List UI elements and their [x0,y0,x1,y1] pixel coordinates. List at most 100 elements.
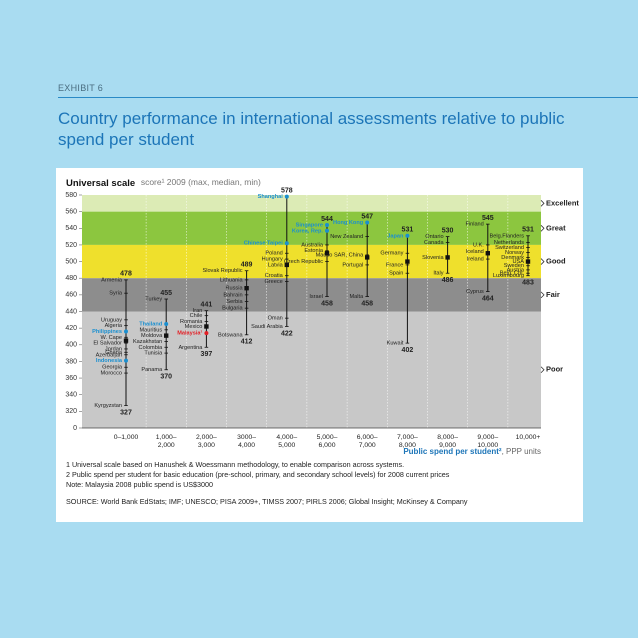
min-label: 422 [281,330,293,337]
y-tick-label: 480 [65,275,77,282]
country-label: Slovenia [422,255,444,261]
y-tick-label: 380 [65,358,77,365]
country-point [405,233,410,238]
x-tick-label: 9,000 [439,442,456,449]
x-tick-label: 7,000– [397,434,418,441]
x-axis-unit: , PPP units [502,447,541,456]
y-tick-label: 500 [65,258,77,265]
country-label: Syria [109,291,123,297]
x-tick-label: 6,000– [357,434,378,441]
x-tick-label: 10,000+ [516,434,541,441]
country-label: Slovak Republic [202,268,242,274]
score-band [82,244,541,279]
y-tick-label: 320 [65,408,77,415]
country-label: Poland [265,251,282,257]
country-point [284,194,289,199]
band-label: Excellent [546,198,579,207]
max-label: 441 [201,302,213,309]
min-label: 483 [522,280,534,287]
country-label: Singapore [296,222,323,228]
country-label: U.K. [473,242,484,248]
country-point [325,228,329,233]
max-label: 489 [241,262,253,269]
x-tick-label: 3000– [237,434,256,441]
country-label: Jordan [105,346,122,352]
band-label: Fair [546,290,560,299]
country-label: Georgia [102,365,123,371]
max-label: 531 [522,227,534,234]
country-label: Italy [433,271,443,277]
country-label: Malaysia¹ [177,330,202,337]
country-label: Belg.Flanders [489,233,524,239]
min-label: 464 [482,295,494,302]
max-label: 531 [402,227,414,234]
x-tick-label: 2,000 [158,442,175,449]
country-label: Canada [424,240,444,246]
x-axis-label: Public spend per student², PPP units [403,447,541,456]
country-label: Philippines [92,329,122,335]
country-label: Russia [225,286,243,292]
max-label: 578 [281,188,293,195]
country-label: Kazakhstan [133,339,162,345]
x-tick-label: 9,000– [477,434,498,441]
x-axis-title: Public spend per student² [403,447,502,456]
min-label: 402 [402,347,414,354]
y-tick-label: 560 [65,208,77,215]
country-label: Norway [505,250,524,256]
x-tick-label: 8,000 [399,442,416,449]
median-marker [324,251,330,256]
y-tick-label: 580 [65,192,77,199]
country-label: Serbia [226,299,243,305]
footnote: 2 Public spend per student for basic edu… [66,470,450,479]
country-label: Latvia [268,262,284,268]
country-label: Argentina [178,345,203,351]
x-tick-label: 5,000– [317,434,338,441]
country-label: Shanghai [258,194,284,200]
country-label: Japan [387,233,404,239]
country-label: Iran [193,308,203,314]
country-point [204,331,209,336]
median-marker [405,259,410,264]
score-band [82,211,541,245]
min-label: 458 [321,300,333,307]
country-label: Morocco [101,371,122,377]
country-label: Mauritius [139,327,162,333]
y-tick-label: 540 [65,225,77,232]
x-tick-label: 8,000– [437,434,458,441]
band-label: Great [546,223,566,232]
country-label: Turkey [145,297,162,303]
country-label: Luxembourg [493,273,524,279]
min-label: 327 [120,409,132,416]
x-tick-label: 7,000 [359,442,376,449]
country-label: Uruguay [101,317,122,323]
y-tick-label: 420 [65,325,77,332]
country-label: Malta [350,294,365,300]
country-label: Estonia [304,248,324,254]
x-tick-label: 5,000 [278,442,295,449]
country-label: Korea, Rep. [292,228,324,234]
country-label: Austria [507,267,525,273]
country-label: Hong Kong [333,220,364,226]
country-label: Panama [141,367,163,373]
country-point [284,241,289,246]
country-label: Spain [389,271,403,277]
country-label: Colombia [139,345,164,351]
min-label: 458 [361,300,373,307]
country-label: Chinese Taipei [244,241,284,247]
country-label: USA [512,259,524,265]
country-label: Bulgaria [222,306,243,312]
x-tick-label: 4,000– [276,434,297,441]
max-label: 547 [361,213,373,220]
country-label: Lithuania [220,277,244,283]
country-label: Armenia [101,277,123,283]
country-label: Cyprus [466,289,484,295]
band-arrow [540,200,545,207]
country-label: Thailand [139,321,163,327]
x-tick-label: 10,000 [477,442,498,449]
country-label: Moldova [141,333,163,339]
chart-subtitle: Universal scale score¹ 2009 (max, median… [66,177,261,188]
country-label: Algeria [105,323,123,329]
y-tick-label: 460 [65,292,77,299]
country-label: Israel [309,294,323,300]
